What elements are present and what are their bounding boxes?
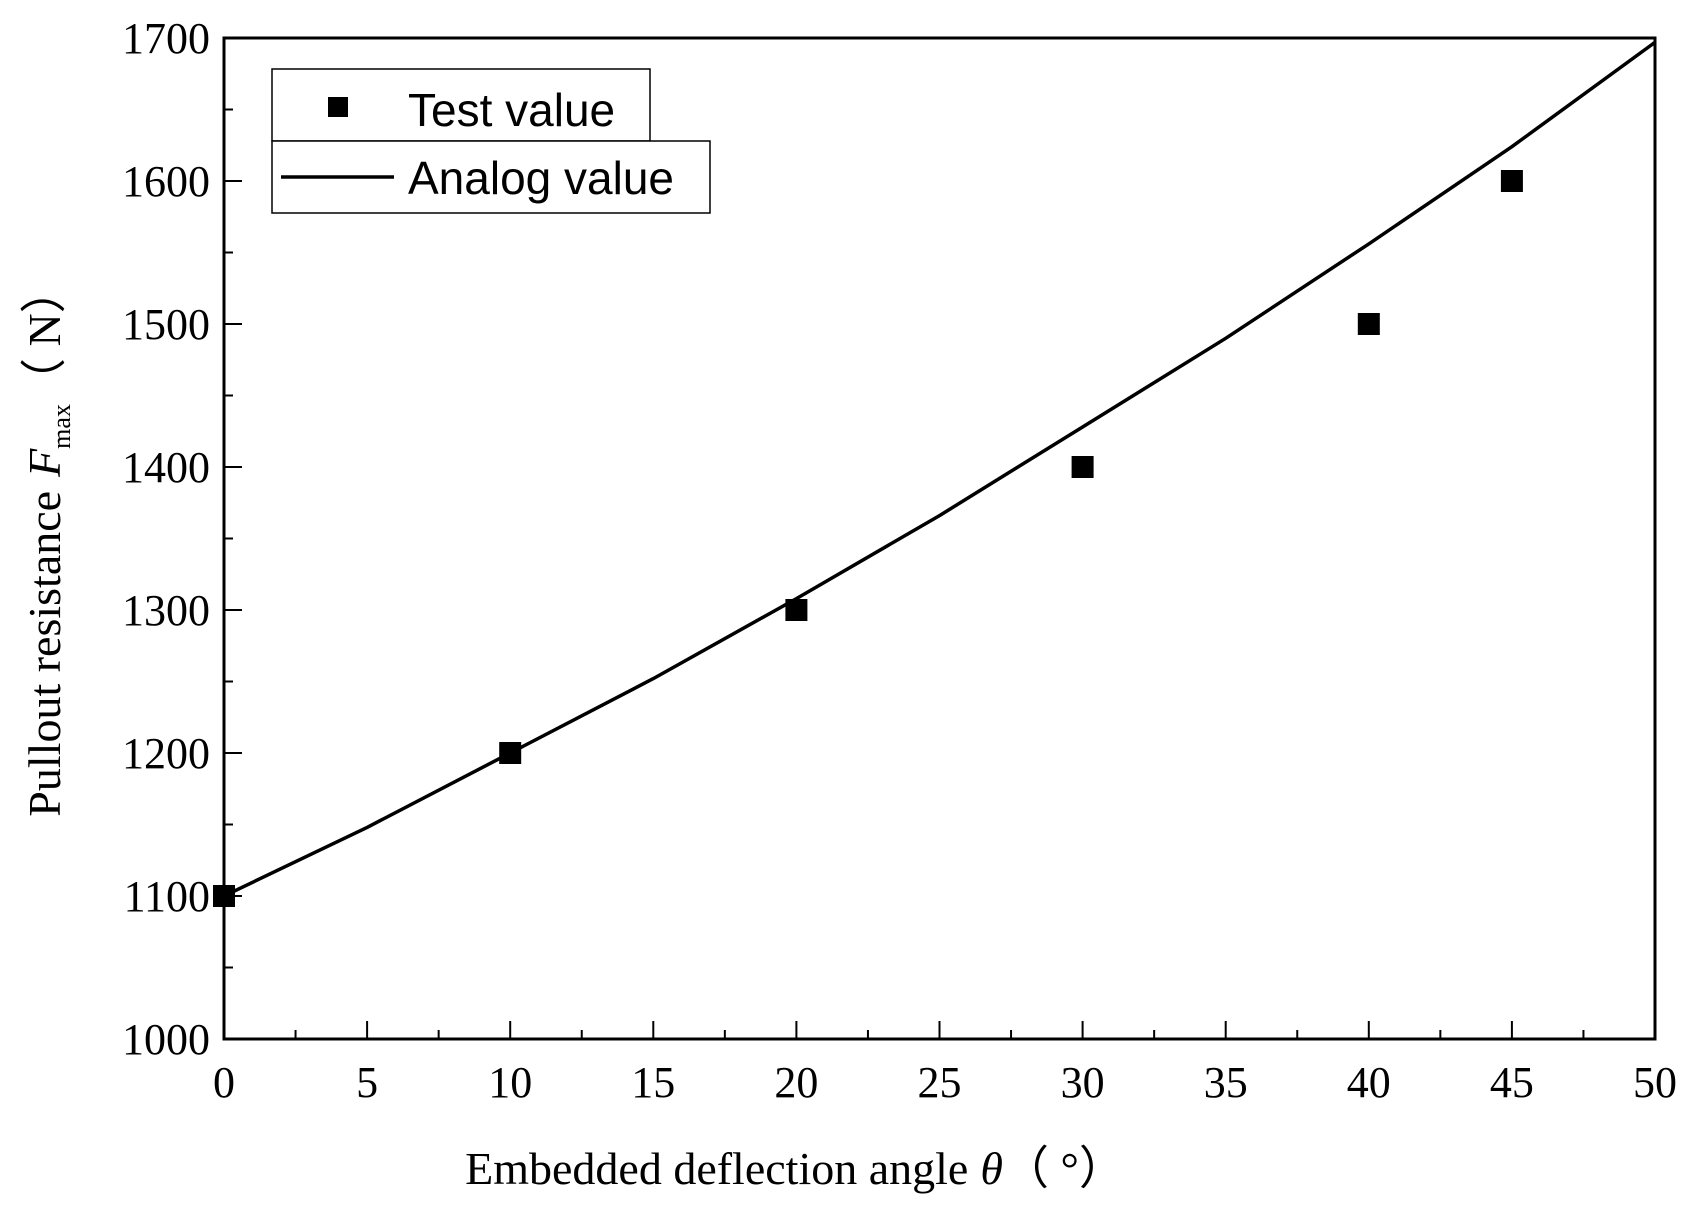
y-tick-label-1700: 1700 — [122, 14, 210, 63]
x-axis-unit: （ °） — [1003, 1143, 1125, 1194]
analog-value-line — [223, 40, 1657, 898]
y-axis-symbol: F — [19, 448, 70, 478]
x-axis-symbol: θ — [980, 1143, 1003, 1194]
x-tick-label-5: 5 — [356, 1058, 378, 1107]
legend: Test value Analog value — [271, 68, 711, 214]
y-tick-label-1500: 1500 — [122, 300, 210, 349]
test-value-point-30 — [1071, 456, 1094, 478]
legend-marker-square — [328, 97, 348, 117]
x-axis-title: Embedded deflection angle θ（ °） — [465, 1143, 1125, 1194]
test-value-point-20 — [785, 599, 808, 621]
y-axis-subscript: max — [47, 404, 76, 449]
test-value-point-45 — [1500, 170, 1523, 192]
legend-label-test-value: Test value — [408, 84, 615, 136]
test-value-point-40 — [1357, 313, 1380, 335]
x-tick-label-30: 30 — [1061, 1058, 1105, 1107]
test-value-point-10 — [499, 742, 522, 764]
y-tick-label-1300: 1300 — [122, 586, 210, 635]
y-tick-label-1200: 1200 — [122, 729, 210, 778]
x-tick-label-10: 10 — [488, 1058, 532, 1107]
x-tick-label-25: 25 — [918, 1058, 962, 1107]
y-axis-label-text: Pullout resistance — [19, 491, 70, 817]
y-tick-label-1600: 1600 — [122, 157, 210, 206]
x-tick-label-20: 20 — [774, 1058, 818, 1107]
test-value-point-0 — [213, 885, 235, 907]
y-axis-unit: （ N） — [19, 267, 70, 404]
y-tick-label-1100: 1100 — [124, 872, 210, 921]
y-tick-label-1400: 1400 — [122, 443, 210, 492]
x-axis-label-text: Embedded deflection angle — [465, 1143, 968, 1194]
x-tick-label-45: 45 — [1490, 1058, 1534, 1107]
x-tick-label-0: 0 — [213, 1058, 235, 1107]
x-tick-label-35: 35 — [1204, 1058, 1248, 1107]
legend-label-analog-value: Analog value — [408, 152, 674, 204]
y-tick-label-1000: 1000 — [122, 1015, 210, 1064]
x-tick-label-15: 15 — [631, 1058, 675, 1107]
y-axis-title: Pullout resistance Fmax（ N） — [19, 267, 76, 816]
x-tick-label-40: 40 — [1347, 1058, 1391, 1107]
x-tick-label-50: 50 — [1633, 1058, 1677, 1107]
